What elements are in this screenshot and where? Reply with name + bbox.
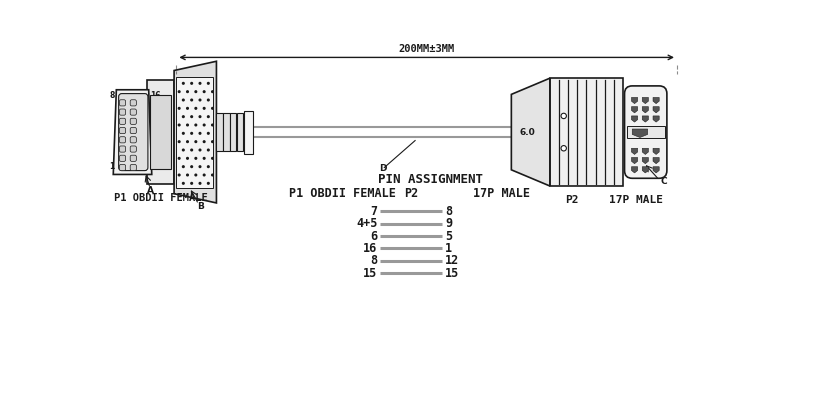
FancyBboxPatch shape xyxy=(130,118,136,124)
Polygon shape xyxy=(653,116,659,122)
Text: P1 OBDII FEMALE: P1 OBDII FEMALE xyxy=(288,187,396,200)
Text: 16: 16 xyxy=(363,242,377,255)
Circle shape xyxy=(561,113,566,118)
Text: 16: 16 xyxy=(150,91,160,100)
Text: 4+5: 4+5 xyxy=(356,217,377,230)
Polygon shape xyxy=(632,98,638,103)
Polygon shape xyxy=(633,129,648,137)
Polygon shape xyxy=(653,167,659,173)
Polygon shape xyxy=(643,158,648,164)
Bar xyxy=(237,113,244,151)
Text: 8: 8 xyxy=(109,91,115,100)
Text: D: D xyxy=(379,164,386,173)
Polygon shape xyxy=(632,116,638,122)
Polygon shape xyxy=(643,116,648,122)
Polygon shape xyxy=(632,148,638,154)
Polygon shape xyxy=(653,98,659,103)
Text: P2: P2 xyxy=(565,195,579,205)
Text: 12: 12 xyxy=(445,254,459,267)
Text: A: A xyxy=(147,186,154,195)
Text: 17P MALE: 17P MALE xyxy=(473,187,530,200)
Text: 6: 6 xyxy=(370,229,377,243)
FancyBboxPatch shape xyxy=(130,128,136,134)
Polygon shape xyxy=(653,148,659,154)
Polygon shape xyxy=(113,90,152,175)
Polygon shape xyxy=(632,167,638,173)
Text: 200MM±3MM: 200MM±3MM xyxy=(398,44,454,55)
Text: 9: 9 xyxy=(445,217,452,230)
FancyBboxPatch shape xyxy=(130,164,136,171)
Bar xyxy=(223,113,229,151)
Bar xyxy=(217,113,223,151)
Bar xyxy=(147,80,174,184)
FancyBboxPatch shape xyxy=(119,155,126,162)
Text: P2: P2 xyxy=(404,187,418,200)
Polygon shape xyxy=(653,107,659,113)
FancyBboxPatch shape xyxy=(130,137,136,143)
Text: PIN ASSIGNMENT: PIN ASSIGNMENT xyxy=(378,173,483,186)
Text: P1 OBDII FEMALE: P1 OBDII FEMALE xyxy=(113,194,207,203)
Text: 7: 7 xyxy=(370,205,377,218)
Text: 1: 1 xyxy=(445,242,452,255)
Text: 6.0: 6.0 xyxy=(519,128,535,137)
Text: B: B xyxy=(197,202,204,211)
Bar xyxy=(230,113,237,151)
FancyBboxPatch shape xyxy=(130,146,136,152)
Polygon shape xyxy=(174,61,217,203)
Text: 17P MALE: 17P MALE xyxy=(609,195,663,205)
Polygon shape xyxy=(643,167,648,173)
FancyBboxPatch shape xyxy=(130,155,136,162)
Polygon shape xyxy=(653,158,659,164)
FancyBboxPatch shape xyxy=(119,164,126,171)
Text: 5: 5 xyxy=(445,229,452,243)
Polygon shape xyxy=(632,107,638,113)
Polygon shape xyxy=(643,107,648,113)
FancyBboxPatch shape xyxy=(130,100,136,106)
FancyBboxPatch shape xyxy=(119,137,126,143)
Text: C: C xyxy=(661,177,667,186)
FancyBboxPatch shape xyxy=(130,109,136,115)
FancyBboxPatch shape xyxy=(118,94,148,171)
FancyBboxPatch shape xyxy=(119,146,126,152)
Bar xyxy=(627,126,664,138)
Text: 15: 15 xyxy=(363,267,377,280)
Bar xyxy=(150,95,171,169)
FancyBboxPatch shape xyxy=(119,109,126,115)
Text: 15: 15 xyxy=(445,267,459,280)
Circle shape xyxy=(561,146,566,151)
FancyBboxPatch shape xyxy=(119,128,126,134)
Polygon shape xyxy=(643,98,648,103)
Polygon shape xyxy=(632,158,638,164)
Polygon shape xyxy=(643,148,648,154)
FancyBboxPatch shape xyxy=(119,118,126,124)
Text: 8: 8 xyxy=(370,254,377,267)
Text: 8: 8 xyxy=(445,205,452,218)
Bar xyxy=(176,77,213,188)
Text: 1: 1 xyxy=(109,162,115,171)
Polygon shape xyxy=(512,78,550,186)
FancyBboxPatch shape xyxy=(625,86,667,178)
Bar xyxy=(244,111,254,154)
Text: 9: 9 xyxy=(150,162,155,171)
FancyBboxPatch shape xyxy=(119,100,126,106)
Bar xyxy=(550,78,623,186)
